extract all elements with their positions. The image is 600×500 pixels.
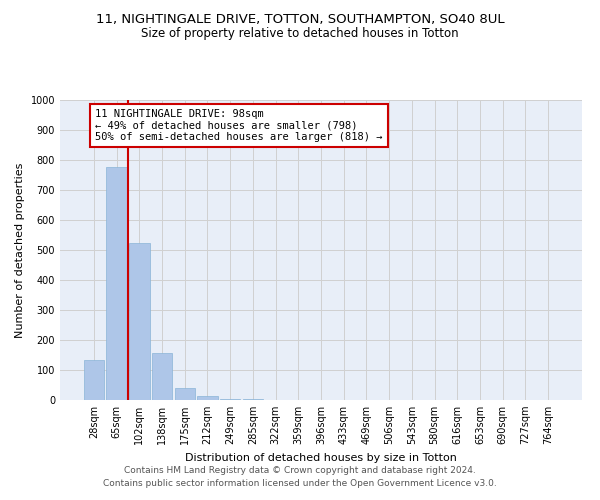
Text: Contains HM Land Registry data © Crown copyright and database right 2024.
Contai: Contains HM Land Registry data © Crown c… (103, 466, 497, 487)
Bar (197, 396, 218, 400)
Bar (106, 167, 127, 400)
Bar (84, 360, 104, 400)
Bar (152, 352, 172, 400)
Text: Size of property relative to detached houses in Totton: Size of property relative to detached ho… (141, 28, 459, 40)
Bar (129, 243, 149, 400)
Text: 11 NIGHTINGALE DRIVE: 98sqm
← 49% of detached houses are smaller (798)
50% of se: 11 NIGHTINGALE DRIVE: 98sqm ← 49% of det… (95, 109, 383, 142)
Bar (175, 388, 195, 400)
X-axis label: Distribution of detached houses by size in Totton: Distribution of detached houses by size … (185, 452, 457, 462)
Bar (220, 399, 241, 400)
Y-axis label: Number of detached properties: Number of detached properties (15, 162, 25, 338)
Text: 11, NIGHTINGALE DRIVE, TOTTON, SOUTHAMPTON, SO40 8UL: 11, NIGHTINGALE DRIVE, TOTTON, SOUTHAMPT… (95, 12, 505, 26)
